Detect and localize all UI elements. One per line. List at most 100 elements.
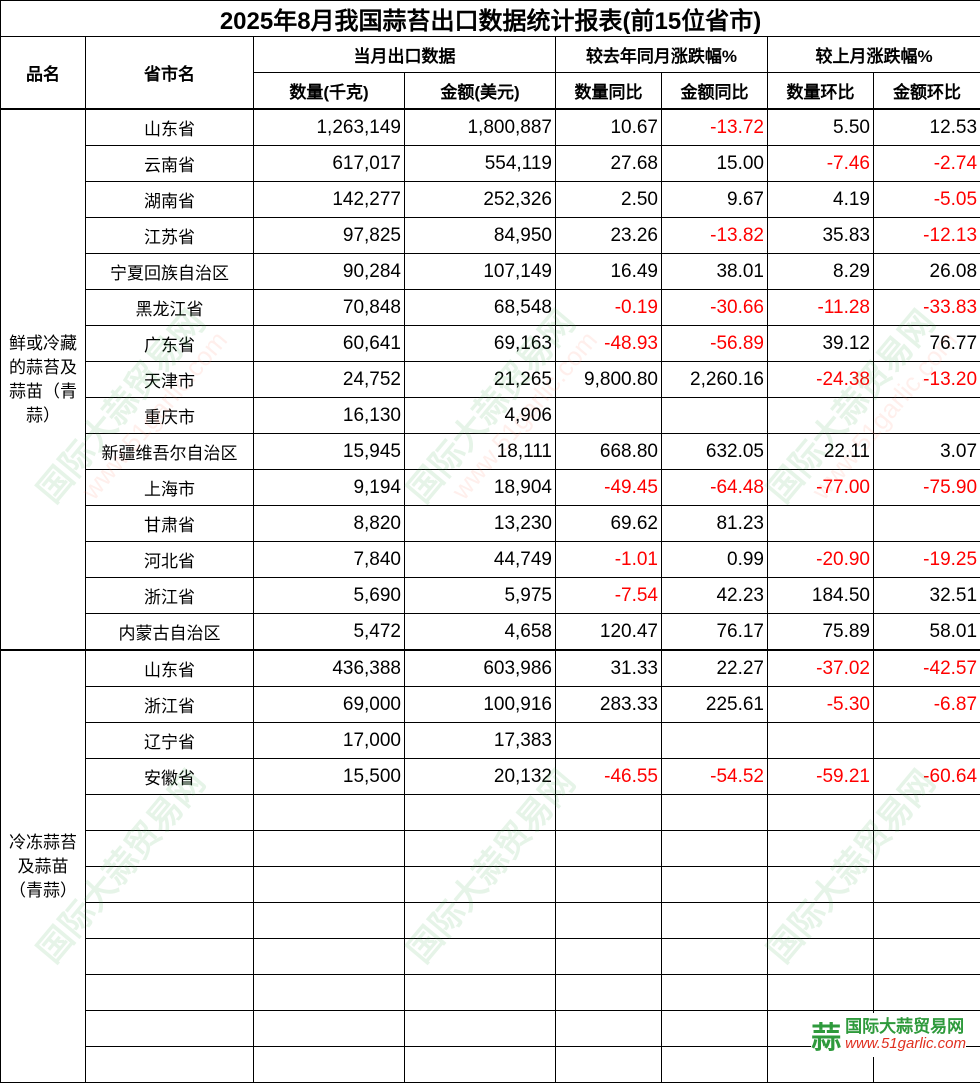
amount-mom-cell: 12.53	[874, 109, 980, 146]
amount-cell	[405, 1011, 556, 1047]
qty-cell	[254, 831, 405, 867]
amount-mom-cell	[874, 939, 980, 975]
qty-mom-cell	[768, 506, 874, 542]
amount-yoy-cell	[662, 903, 768, 939]
amount-cell: 21,265	[405, 362, 556, 398]
amount-yoy-cell: 38.01	[662, 254, 768, 290]
amount-yoy-cell: 81.23	[662, 506, 768, 542]
amount-yoy-cell	[662, 795, 768, 831]
qty-cell: 90,284	[254, 254, 405, 290]
amount-cell: 18,904	[405, 470, 556, 506]
amount-cell: 13,230	[405, 506, 556, 542]
qty-cell	[254, 867, 405, 903]
table-title: 2025年8月我国蒜苔出口数据统计报表(前15位省市)	[1, 1, 980, 37]
province-cell: 山东省	[86, 109, 254, 146]
qty-cell: 15,500	[254, 759, 405, 795]
qty-cell: 24,752	[254, 362, 405, 398]
qty-yoy-cell: -7.54	[556, 578, 662, 614]
qty-mom-cell: -7.46	[768, 146, 874, 182]
qty-mom-cell	[768, 831, 874, 867]
qty-mom-cell: 39.12	[768, 326, 874, 362]
amount-cell: 4,906	[405, 398, 556, 434]
amount-yoy-cell: 42.23	[662, 578, 768, 614]
qty-yoy-cell: 283.33	[556, 687, 662, 723]
province-cell: 河北省	[86, 542, 254, 578]
province-cell: 黑龙江省	[86, 290, 254, 326]
qty-yoy-cell	[556, 795, 662, 831]
amount-cell: 68,548	[405, 290, 556, 326]
province-cell: 宁夏回族自治区	[86, 254, 254, 290]
amount-yoy-cell	[662, 831, 768, 867]
amount-cell: 100,916	[405, 687, 556, 723]
province-cell: 浙江省	[86, 578, 254, 614]
amount-yoy-cell: -56.89	[662, 326, 768, 362]
amount-cell: 20,132	[405, 759, 556, 795]
header-mom: 较上月涨跌幅%	[768, 37, 980, 73]
qty-yoy-cell: -48.93	[556, 326, 662, 362]
qty-mom-cell	[768, 939, 874, 975]
qty-yoy-cell	[556, 939, 662, 975]
qty-yoy-cell	[556, 867, 662, 903]
province-cell: 江苏省	[86, 218, 254, 254]
qty-yoy-cell: -49.45	[556, 470, 662, 506]
province-cell	[86, 1011, 254, 1047]
amount-mom-cell: -42.57	[874, 650, 980, 687]
amount-yoy-cell	[662, 975, 768, 1011]
qty-cell: 617,017	[254, 146, 405, 182]
province-cell: 天津市	[86, 362, 254, 398]
amount-cell: 252,326	[405, 182, 556, 218]
qty-yoy-cell: 27.68	[556, 146, 662, 182]
amount-mom-cell	[874, 398, 980, 434]
amount-yoy-cell: -54.52	[662, 759, 768, 795]
empty-row	[1, 867, 980, 903]
amount-mom-cell: -19.25	[874, 542, 980, 578]
qty-cell: 97,825	[254, 218, 405, 254]
qty-cell: 15,945	[254, 434, 405, 470]
qty-cell: 5,472	[254, 614, 405, 651]
qty-yoy-cell: 69.62	[556, 506, 662, 542]
amount-yoy-cell	[662, 1011, 768, 1047]
qty-yoy-cell: 9,800.80	[556, 362, 662, 398]
qty-mom-cell: -77.00	[768, 470, 874, 506]
province-cell: 浙江省	[86, 687, 254, 723]
qty-cell: 7,840	[254, 542, 405, 578]
category-cell: 鲜或冷藏的蒜苔及蒜苗（青蒜）	[1, 109, 86, 650]
province-cell	[86, 1047, 254, 1083]
province-cell: 内蒙古自治区	[86, 614, 254, 651]
qty-mom-cell: 8.29	[768, 254, 874, 290]
qty-cell: 1,263,149	[254, 109, 405, 146]
qty-yoy-cell: 668.80	[556, 434, 662, 470]
qty-cell	[254, 1011, 405, 1047]
amount-yoy-cell: -30.66	[662, 290, 768, 326]
amount-yoy-cell: 9.67	[662, 182, 768, 218]
qty-mom-cell: -5.30	[768, 687, 874, 723]
province-cell	[86, 795, 254, 831]
province-cell	[86, 831, 254, 867]
qty-cell	[254, 1047, 405, 1083]
amount-cell: 44,749	[405, 542, 556, 578]
amount-cell	[405, 867, 556, 903]
category-cell: 冷冻蒜苔及蒜苗（青蒜）	[1, 650, 86, 1083]
amount-cell	[405, 795, 556, 831]
qty-mom-cell	[768, 795, 874, 831]
province-cell: 广东省	[86, 326, 254, 362]
qty-yoy-cell: -1.01	[556, 542, 662, 578]
qty-yoy-cell	[556, 831, 662, 867]
amount-cell: 69,163	[405, 326, 556, 362]
qty-cell: 436,388	[254, 650, 405, 687]
amount-mom-cell: 26.08	[874, 254, 980, 290]
amount-mom-cell	[874, 723, 980, 759]
amount-cell: 18,111	[405, 434, 556, 470]
amount-yoy-cell: -13.82	[662, 218, 768, 254]
qty-cell: 69,000	[254, 687, 405, 723]
qty-yoy-cell: 10.67	[556, 109, 662, 146]
header-amount: 金额(美元)	[405, 73, 556, 110]
